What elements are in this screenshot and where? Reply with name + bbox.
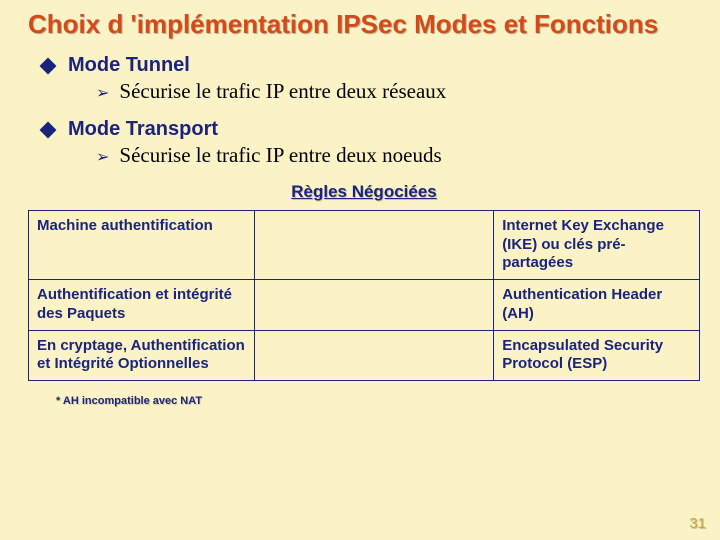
sub-bullet-text: Sécurise le trafic IP entre deux réseaux	[119, 79, 446, 104]
rules-table: Machine authentification Internet Key Ex…	[28, 210, 700, 381]
table-cell-right: Internet Key Exchange (IKE) ou clés pré-…	[494, 210, 700, 279]
bullet-item: Mode Tunnel	[42, 54, 700, 77]
sub-bullet-text: Sécurise le trafic IP entre deux noeuds	[119, 143, 441, 168]
slide-title: Choix d 'implémentation IPSec Modes et F…	[28, 10, 700, 40]
bullet-heading: Mode Tunnel	[68, 54, 190, 77]
table-cell-left: Authentification et intégrité des Paquet…	[29, 280, 255, 331]
section-label: Règles Négociées	[28, 182, 700, 202]
table-row: Authentification et intégrité des Paquet…	[29, 280, 700, 331]
sub-bullet-item: ➢ Sécurise le trafic IP entre deux résea…	[96, 79, 700, 104]
slide: Choix d 'implémentation IPSec Modes et F…	[0, 0, 720, 407]
arrow-icon: ➢	[96, 147, 109, 167]
table-cell-left: En cryptage, Authentification et Intégri…	[29, 330, 255, 381]
table-cell-mid	[254, 330, 493, 381]
sub-bullet-item: ➢ Sécurise le trafic IP entre deux noeud…	[96, 143, 700, 168]
bullet-item: Mode Transport	[42, 118, 700, 141]
table-cell-mid	[254, 210, 493, 279]
table-cell-mid	[254, 280, 493, 331]
table-row: En cryptage, Authentification et Intégri…	[29, 330, 700, 381]
page-number: 31	[689, 515, 706, 532]
footnote: * AH incompatible avec NAT	[56, 395, 700, 407]
arrow-icon: ➢	[96, 83, 109, 103]
diamond-icon	[40, 121, 57, 138]
table-cell-right: Encapsulated Security Protocol (ESP)	[494, 330, 700, 381]
bullet-heading: Mode Transport	[68, 118, 218, 141]
table-cell-left: Machine authentification	[29, 210, 255, 279]
diamond-icon	[40, 57, 57, 74]
table-cell-right: Authentication Header (AH)	[494, 280, 700, 331]
table-row: Machine authentification Internet Key Ex…	[29, 210, 700, 279]
